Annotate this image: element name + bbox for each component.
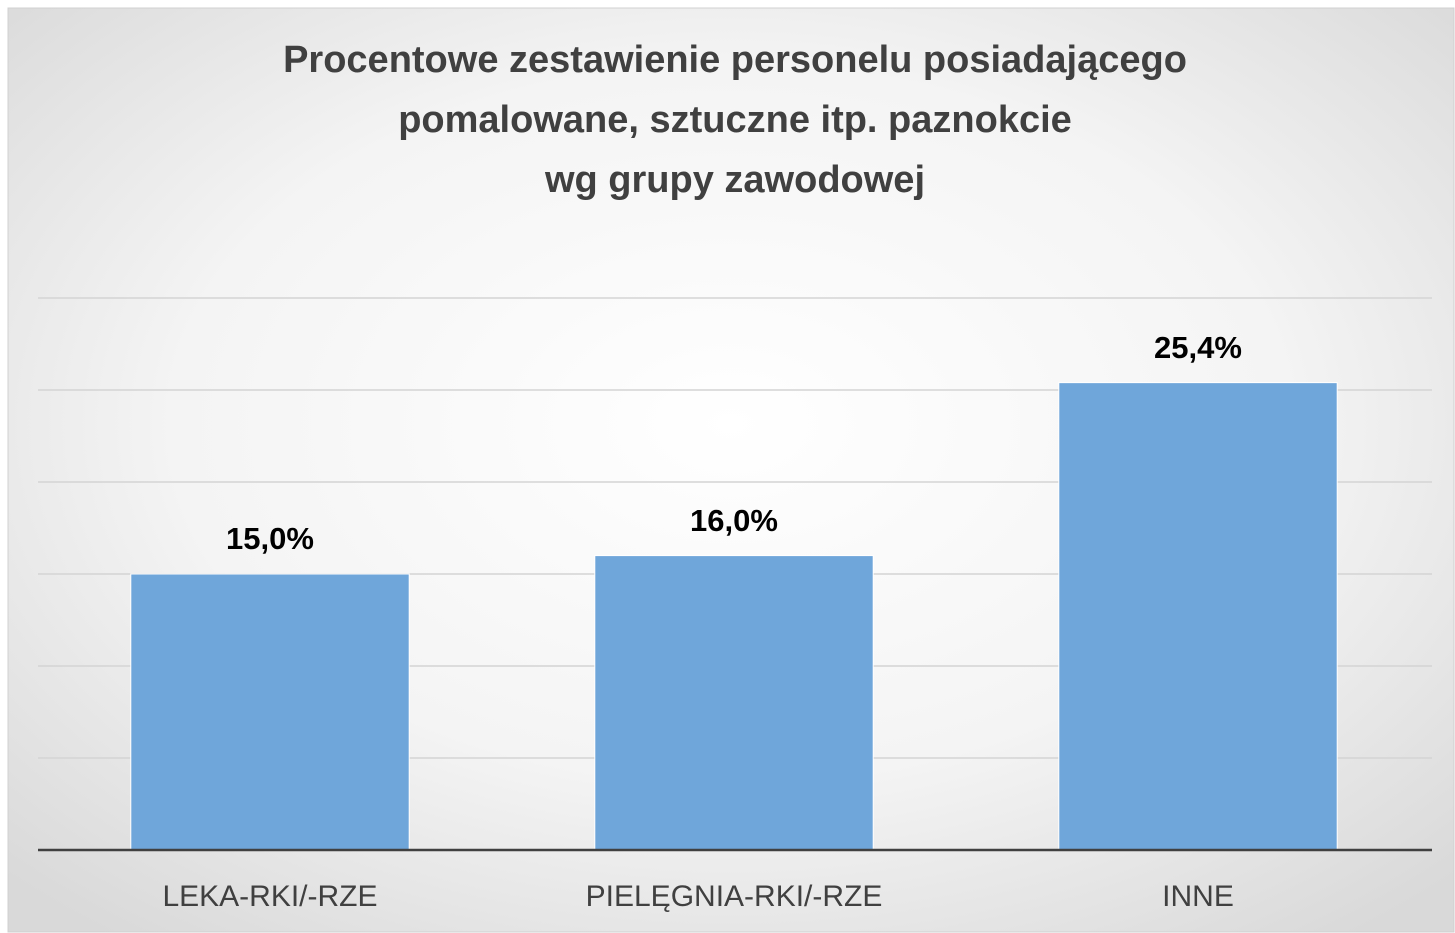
x-tick-label: PIELĘGNIA-RKI/-RZE (586, 880, 883, 913)
chart-title: pomalowane, sztuczne itp. paznokcie (398, 99, 1072, 141)
data-label: 25,4% (1154, 330, 1242, 365)
x-tick-label: INNE (1162, 880, 1234, 913)
x-tick-label: LEKA-RKI/-RZE (162, 880, 377, 913)
data-label: 16,0% (690, 503, 778, 538)
bar (130, 573, 410, 851)
bar (594, 555, 874, 851)
data-label: 15,0% (226, 521, 314, 556)
bar (1058, 382, 1338, 851)
chart-title: wg grupy zawodowej (544, 159, 925, 201)
chart-title: Procentowe zestawienie personelu posiada… (283, 39, 1187, 81)
plot-area: Procentowe zestawienie personelu posiada… (38, 39, 1432, 913)
